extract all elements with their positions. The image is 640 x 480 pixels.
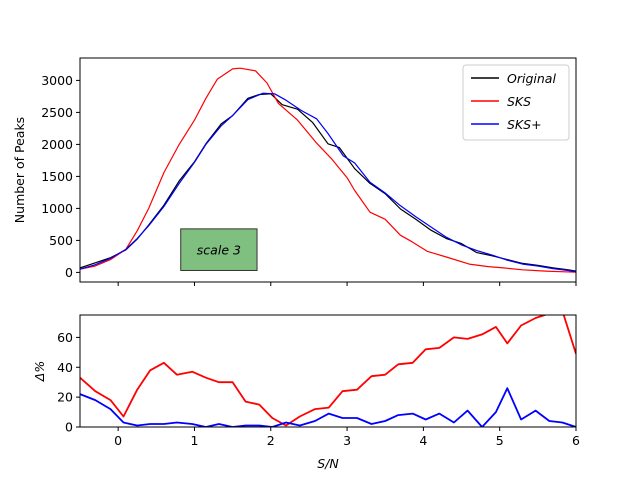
x-tick-label: 1: [190, 433, 198, 448]
y-tick-label: 500: [49, 233, 73, 248]
y-tick-label: 40: [57, 360, 73, 375]
x-tick-label: 4: [419, 433, 427, 448]
y-tick-label: 60: [57, 330, 73, 345]
annotation-text: scale 3: [197, 243, 241, 258]
y-tick-label: 3000: [41, 73, 73, 88]
annotation: scale 3: [180, 228, 258, 271]
bottom-y-axis-label: Δ%: [32, 361, 47, 382]
series-line-sks: [80, 67, 576, 273]
top-y-axis-label: Number of Peaks: [12, 117, 27, 223]
legend-label-sks: SKS: [507, 94, 531, 109]
y-tick-label: 1000: [41, 201, 73, 216]
y-tick-label: 2500: [41, 105, 73, 120]
legend: Original SKS SKS+: [462, 64, 570, 141]
series-line-sks: [80, 387, 576, 427]
top-panel: scale 3 0 500 1000 1500 2000 2500 3000 Number …: [12, 57, 577, 286]
top-series-group: [80, 67, 576, 273]
y-tick-label: 0: [65, 265, 73, 280]
x-tick-label: 0: [114, 433, 122, 448]
annotation-box: [180, 228, 258, 271]
x-axis-label: S/N: [317, 456, 339, 471]
series-line-sks: [80, 315, 576, 427]
top-ticks: 0 500 1000 1500 2000 2500 3000: [41, 73, 577, 286]
x-tick-label: 2: [267, 433, 275, 448]
y-tick-label: 20: [57, 390, 73, 405]
bottom-series-group: [80, 315, 576, 427]
legend-label-sks: SKS+: [507, 117, 542, 132]
legend-label-original: Original: [507, 71, 556, 86]
bottom-axes-frame: [79, 314, 577, 428]
x-tick-label: 5: [496, 433, 504, 448]
y-tick-label: 2000: [41, 137, 73, 152]
y-tick-label: 1500: [41, 169, 73, 184]
legend-box: [462, 64, 570, 141]
top-axes-frame: [79, 57, 577, 283]
x-tick-label: 6: [572, 433, 580, 448]
x-tick-label: 3: [343, 433, 351, 448]
series-line-sks: [80, 92, 576, 273]
y-tick-label: 0: [65, 420, 73, 435]
